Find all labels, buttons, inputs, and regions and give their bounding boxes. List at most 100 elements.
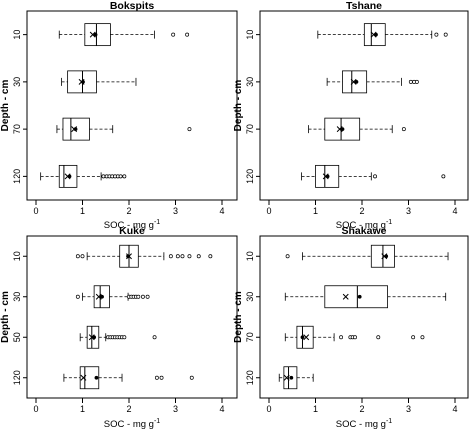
y-axis-label: Depth - cm [0,80,11,132]
outlier-point [80,254,85,259]
outlier-point [168,254,173,259]
outlier-point [122,174,127,179]
outlier-point [196,254,201,259]
mean-dot-marker [357,294,362,299]
mean-dot-marker [100,294,104,299]
outlier-point [420,335,425,340]
x-tick-label: 1 [313,206,318,216]
outlier-point [373,174,377,179]
outlier-point [159,375,164,380]
plot-frame [26,10,238,201]
plot-frame [26,235,238,399]
y-axis-label: Depth - cm [233,291,244,343]
mean-dot-marker [354,79,359,84]
outlier-point [353,335,357,340]
panel-bokspits: Bokspits 0 1 2 3 4 SOC - mg g-1 Depth - cm 10 30 7… [0,0,238,231]
outlier-point [208,254,213,259]
y-axis-label: Depth - cm [233,80,244,132]
y-tick-label: 120 [12,370,22,385]
x-tick-label: 4 [219,206,224,216]
x-axis-label: SOC - mg g-1 [336,219,392,231]
y-tick-label: 10 [245,251,255,261]
mean-dot-marker [289,375,294,380]
box [84,23,111,47]
outlier-point [285,254,290,259]
y-tick-label: 70 [245,332,255,342]
x-tick-label: 3 [173,404,178,414]
x-axis-label: SOC - mg g-1 [104,219,160,231]
x-axis-label: SOC - mg g-1 [104,418,160,430]
outlier-point [180,254,185,259]
outlier-point [101,174,106,179]
y-tick-label: 120 [245,169,255,184]
y-tick-label: 120 [12,169,22,184]
y-tick-label: 50 [12,332,22,342]
outlier-point [118,174,123,179]
x-tick-label: 4 [452,206,457,216]
mean-star-marker [336,126,343,133]
x-tick-label: 1 [80,206,85,216]
x-tick-label: 0 [33,206,38,216]
outlier-point [434,32,439,37]
outlier-point [411,335,416,340]
outlier-point [175,254,180,259]
outlier-point [152,335,157,340]
x-tick-label: 3 [406,206,411,216]
mean-dot-marker [92,335,97,340]
mean-star-marker [89,31,96,38]
plot-frame [259,10,469,201]
mean-dot-marker [73,127,78,132]
outlier-point [408,79,413,84]
outlier-point [339,335,344,340]
mean-star-marker [80,374,87,381]
y-axis-label: Depth - cm [0,291,11,343]
mean-dot-marker [300,335,305,340]
mean-dot-marker [384,254,389,259]
mean-star-marker [350,78,357,85]
panel-title: Shakawe [342,225,387,237]
x-tick-label: 3 [173,206,178,216]
outlier-point [187,127,192,132]
y-tick-label: 10 [12,30,22,40]
mean-star-marker [342,293,349,300]
x-axis-label: SOC - mg g-1 [336,418,392,430]
outlier-point [187,254,192,259]
mean-dot-marker [126,254,130,259]
y-tick-label: 10 [12,251,22,261]
x-tick-label: 2 [359,206,364,216]
mean-star-marker [303,334,310,341]
x-tick-label: 3 [406,404,411,414]
x-tick-label: 1 [80,404,85,414]
outlier-point [376,335,381,340]
x-tick-label: 0 [266,404,271,414]
y-tick-label: 30 [245,77,255,87]
mean-dot-marker [81,79,85,84]
outlier-point [122,335,127,340]
mean-dot-marker [94,375,99,380]
mean-star-marker [95,293,102,300]
x-tick-label: 2 [359,404,364,414]
y-tick-label: 10 [245,30,255,40]
outlier-point [154,375,159,380]
panel-title: Tshane [346,0,382,12]
x-tick-label: 2 [126,404,131,414]
mean-dot-marker [340,127,345,132]
y-tick-label: 30 [245,292,255,302]
panel-title: Kuke [119,225,145,237]
y-tick-label: 120 [245,370,255,385]
outlier-point [145,294,150,299]
outlier-point [441,174,446,179]
box [296,325,314,349]
box [324,285,388,309]
outlier-point [140,294,145,299]
panel-tshane: Tshane 0 1 2 3 4 SOC - mg g-1 Depth - cm 10 30 70 1… [233,0,469,231]
x-tick-label: 4 [219,404,224,414]
x-tick-label: 4 [452,404,457,414]
y-tick-label: 70 [245,124,255,134]
y-tick-label: 30 [12,77,22,87]
plot-frame [259,235,469,399]
panel-shakawe: Shakawe 0 1 2 3 4 SOC - mg g-1 Depth - cm 10 30 70… [233,225,469,430]
outlier-point [136,294,141,299]
mean-dot-marker [67,174,72,179]
